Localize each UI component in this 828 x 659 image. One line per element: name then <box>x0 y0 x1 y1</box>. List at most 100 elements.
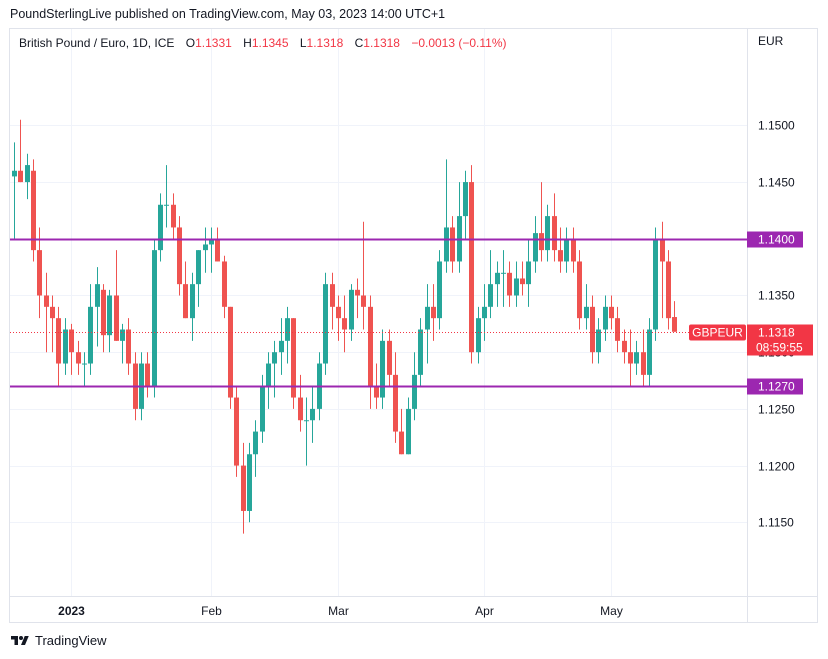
candle <box>126 318 131 375</box>
candle-body <box>444 227 449 262</box>
candle-body <box>298 397 303 421</box>
candle-body <box>310 408 315 421</box>
candle-body <box>190 284 195 319</box>
candle-body <box>539 233 544 251</box>
candle <box>291 318 296 409</box>
candle <box>406 397 411 455</box>
candle-body <box>82 363 87 365</box>
candle-body <box>241 465 246 511</box>
candle <box>387 329 392 387</box>
candle <box>425 284 430 364</box>
footer[interactable]: TradingView <box>10 633 107 648</box>
candle-body <box>285 318 290 341</box>
candle-body <box>158 204 163 251</box>
candle <box>552 193 557 262</box>
candle-body <box>50 306 55 319</box>
candle-body <box>145 363 150 387</box>
candle <box>158 193 163 262</box>
candle-body <box>323 284 328 364</box>
candle <box>215 227 220 262</box>
candle <box>399 408 404 455</box>
candle-body <box>552 216 557 251</box>
candle-body <box>63 329 68 364</box>
candle <box>368 295 373 409</box>
candle-body <box>564 238 569 262</box>
candle <box>558 227 563 273</box>
candle <box>285 306 290 364</box>
candle-body <box>425 306 430 330</box>
candle-body <box>183 284 188 319</box>
candle <box>463 170 468 239</box>
candle-body <box>463 182 468 217</box>
candle-body <box>152 250 157 387</box>
candle-body <box>558 250 563 262</box>
candle <box>393 352 398 443</box>
candle <box>444 159 449 273</box>
candle-body <box>374 386 379 398</box>
candle <box>647 318 652 387</box>
candle <box>507 261 512 307</box>
candle-body <box>406 408 411 455</box>
candle-body <box>501 272 506 274</box>
y-tick-label: 1.1450 <box>758 176 795 190</box>
candle-body <box>653 238 658 330</box>
candle-body <box>114 295 119 341</box>
candle <box>272 340 277 398</box>
candle-body <box>234 397 239 466</box>
candle-body <box>571 238 576 262</box>
candle-body <box>476 318 481 353</box>
candle <box>323 272 328 375</box>
candle <box>63 318 68 375</box>
candle <box>590 295 595 364</box>
candle-body <box>584 306 589 319</box>
candle <box>253 420 258 477</box>
candle-body <box>272 352 277 364</box>
candle-body <box>431 306 436 319</box>
time-axis[interactable]: 2023 Feb Mar Apr May <box>58 604 623 618</box>
last-price-label: 1.1318 <box>758 326 795 340</box>
candle-body <box>596 329 601 353</box>
candle-body <box>120 329 125 341</box>
x-tick-label: 2023 <box>58 604 85 618</box>
candle <box>501 250 506 307</box>
candle <box>571 227 576 273</box>
candle-body <box>641 352 646 375</box>
candle <box>298 374 303 432</box>
candle <box>95 267 100 347</box>
candle <box>266 352 271 409</box>
level-price-tag <box>747 231 803 248</box>
candle <box>336 295 341 341</box>
candle <box>25 153 30 200</box>
symbol-name: British Pound / Euro, 1D, ICE <box>19 36 175 50</box>
candle <box>164 165 169 228</box>
candle-body <box>203 244 208 251</box>
candle <box>310 386 315 443</box>
high-label: H <box>243 36 252 50</box>
candle <box>672 301 677 332</box>
candle <box>260 374 265 443</box>
price-axis[interactable]: 1.15001.14501.13501.13001.12501.12001.11… <box>689 119 813 530</box>
level-price-label: 1.1400 <box>758 233 795 247</box>
candle-body <box>380 340 385 398</box>
candle <box>12 142 17 239</box>
tradingview-brand: TradingView <box>35 633 107 648</box>
x-tick-label: Mar <box>328 604 349 618</box>
candle-body <box>209 238 214 245</box>
candle <box>603 295 608 341</box>
candle <box>56 306 61 387</box>
candle-body <box>171 204 176 228</box>
last-price-tag <box>747 324 813 356</box>
candle-body <box>355 289 360 296</box>
candle <box>82 352 87 387</box>
candle <box>196 250 201 307</box>
candle-body <box>342 318 347 330</box>
x-tick-label: Apr <box>475 604 494 618</box>
candle <box>564 227 569 273</box>
candle <box>279 318 284 375</box>
candle-body <box>196 250 201 285</box>
candle-body <box>526 261 531 285</box>
open-label: O <box>185 36 196 50</box>
horizontal-levels <box>10 238 747 388</box>
candle-body <box>545 216 550 251</box>
